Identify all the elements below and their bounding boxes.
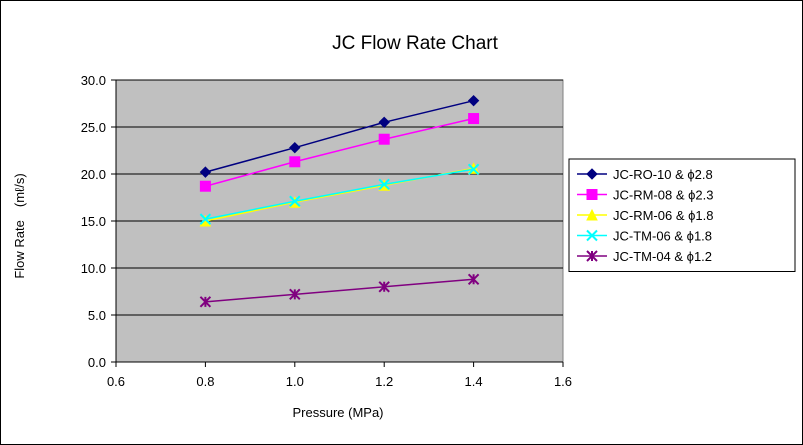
y-tick-label: 5.0 <box>88 308 106 323</box>
x-tick-label: 1.6 <box>554 374 572 389</box>
y-tick-label: 20.0 <box>81 167 106 182</box>
legend-marker <box>586 189 598 200</box>
y-tick-label: 0.0 <box>88 355 106 370</box>
data-point <box>289 156 301 168</box>
data-point <box>467 273 480 285</box>
data-point <box>467 94 480 107</box>
series-2 <box>199 113 480 192</box>
data-point <box>199 296 212 308</box>
series-line <box>205 99 474 173</box>
legend-label: JC-TM-06 & ϕ1.8 <box>613 229 712 244</box>
legend-item: JC-RO-10 & ϕ2.8 <box>577 167 713 182</box>
legend-item: JC-RM-08 & ϕ2.3 <box>577 188 713 203</box>
legend-marker <box>586 168 598 180</box>
y-tick-label: 15.0 <box>81 214 106 229</box>
legend-label: JC-TM-04 & ϕ1.2 <box>613 249 712 264</box>
legend-label: JC-RM-06 & ϕ1.8 <box>613 208 713 223</box>
legend-marker <box>586 229 598 242</box>
legend-marker <box>586 208 598 221</box>
data-point <box>378 133 390 145</box>
data-point <box>199 213 212 225</box>
series-5 <box>199 273 480 308</box>
legend-marker <box>586 250 598 262</box>
data-point <box>289 195 301 207</box>
legend-item: JC-TM-06 & ϕ1.8 <box>577 229 712 244</box>
legend: JC-RO-10 & ϕ2.8 JC-RM-08 & ϕ2.3 JC-RM-06 &… <box>568 158 796 272</box>
data-point <box>378 178 390 191</box>
x-tick-label: 0.8 <box>196 374 214 389</box>
x-tick-label: 1.4 <box>465 374 483 389</box>
legend-label: JC-RM-08 & ϕ2.3 <box>613 188 713 203</box>
x-tick-label: 1.0 <box>286 374 304 389</box>
legend-item: JC-RM-06 & ϕ1.8 <box>577 208 713 223</box>
series-4 <box>199 163 480 225</box>
legend-label: JC-RO-10 & ϕ2.8 <box>613 167 713 182</box>
series-1 <box>199 94 480 178</box>
y-axis-title: Flow Rate (mℓ/s) <box>12 173 27 278</box>
x-tick-label: 1.2 <box>375 374 393 389</box>
y-tick-label: 25.0 <box>81 120 106 135</box>
data-point <box>289 288 301 301</box>
data-point <box>199 166 212 178</box>
x-tick-label: 0.6 <box>107 374 125 389</box>
y-tick-label: 10.0 <box>81 261 106 276</box>
data-point <box>378 116 390 129</box>
data-point <box>199 180 211 192</box>
y-tick-label: 30.0 <box>81 73 106 88</box>
plot-area: 0.0 5.0 10.0 15.0 20.0 25.0 30.0 0.6 0.8 1.0 1.2 1.… <box>81 73 572 389</box>
chart-title: JC Flow Rate Chart <box>332 33 498 54</box>
legend-item: JC-TM-04 & ϕ1.2 <box>577 249 712 264</box>
data-point <box>468 113 480 125</box>
data-point <box>467 163 480 176</box>
series-line <box>205 278 474 303</box>
data-point <box>289 141 301 154</box>
x-axis-title: Pressure (MPa) <box>292 405 383 420</box>
data-point <box>378 281 390 293</box>
series-line <box>205 117 474 187</box>
series-line <box>205 168 474 220</box>
